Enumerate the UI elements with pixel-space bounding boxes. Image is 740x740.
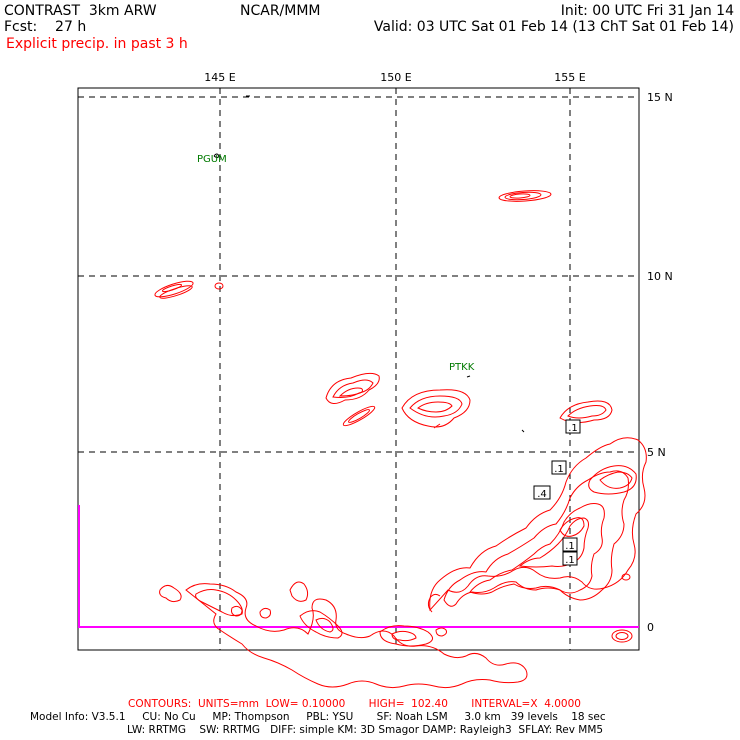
lon-label-150: 150 E	[380, 71, 411, 84]
model-title: CONTRAST 3km ARW	[4, 3, 157, 19]
model-info-physics: LW: RRTMG SW: RRTMG DIFF: simple KM: 3D …	[127, 724, 604, 736]
lat-label-0: 0	[647, 621, 654, 634]
contour-info: CONTOURS: UNITS=mm LOW= 0.10000 HIGH= 10…	[128, 698, 581, 710]
lon-label-145: 145 E	[204, 71, 235, 84]
model-info: Model Info: V3.5.1 CU: No Cu MP: Thompso…	[30, 711, 606, 723]
organization: NCAR/MMM	[240, 3, 321, 19]
graticule	[78, 88, 639, 650]
init-time: Init: 00 UTC Fri 31 Jan 14	[560, 3, 734, 19]
map-frame	[77, 87, 640, 651]
field-title: Explicit precip. in past 3 h	[6, 36, 188, 52]
coastlines	[213, 95, 525, 433]
station-ptkk: PTKK	[449, 362, 475, 373]
contour-label: .1	[565, 555, 575, 566]
forecast-hour: Fcst: 27 h	[4, 19, 87, 35]
domain-boundary	[78, 505, 639, 628]
lon-label-155: 155 E	[554, 71, 585, 84]
station-pgum: PGUM	[197, 154, 227, 165]
contour-label: .4	[537, 489, 547, 500]
precip-contours	[154, 190, 647, 689]
contour-label: .1	[554, 464, 564, 475]
lat-label-5: 5 N	[647, 446, 666, 459]
contour-labels: .1 .1 .4 .1 .1	[533, 419, 581, 566]
contour-label: .1	[568, 423, 578, 434]
contour-label: .1	[565, 541, 575, 552]
lat-label-15: 15 N	[647, 91, 673, 104]
valid-time: Valid: 03 UTC Sat 01 Feb 14 (13 ChT Sat …	[373, 19, 734, 35]
lat-label-10: 10 N	[647, 270, 673, 283]
